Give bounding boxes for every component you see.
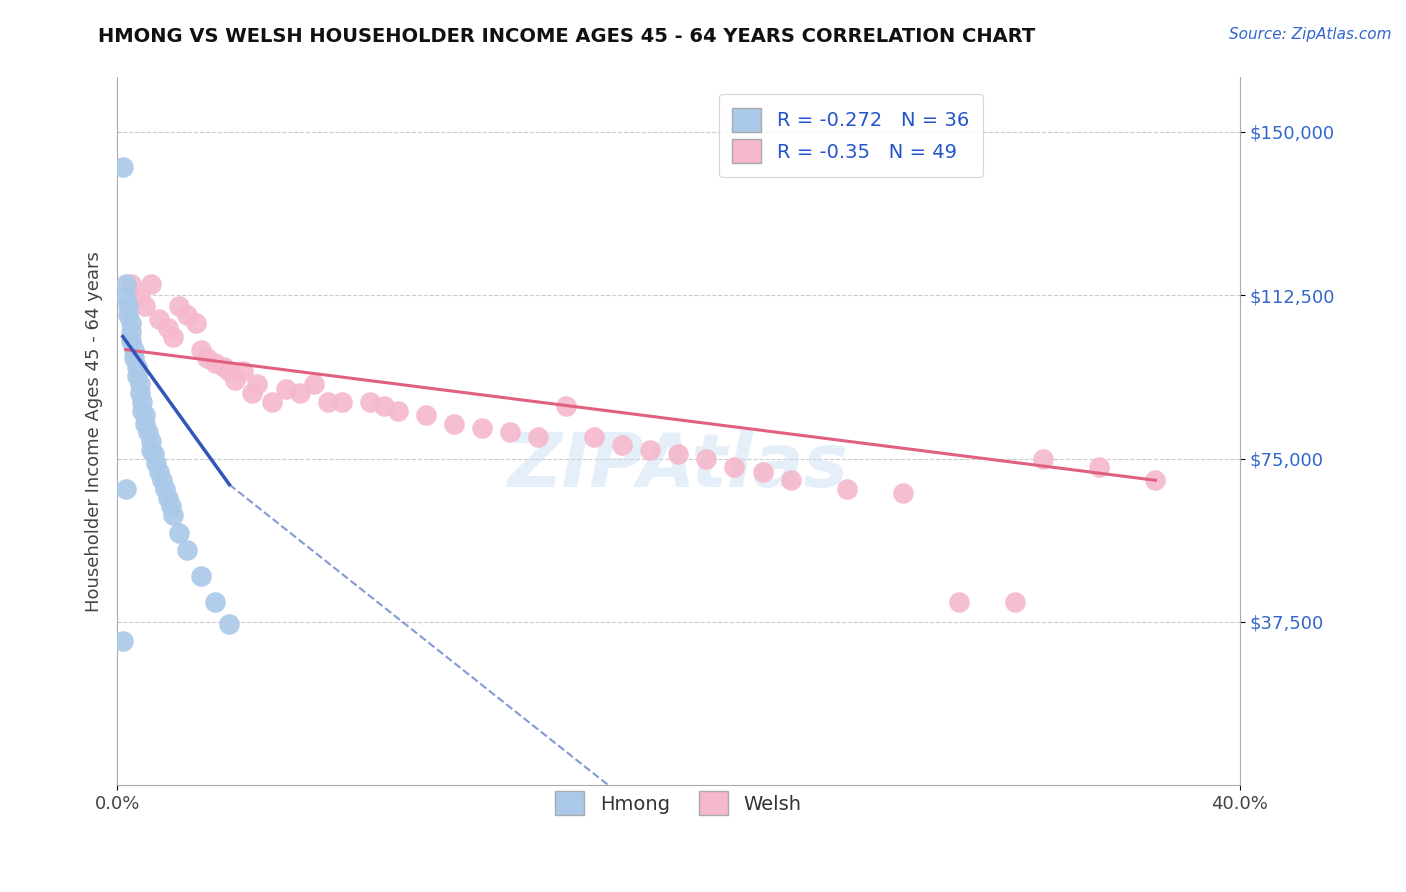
Point bbox=[779, 473, 801, 487]
Point bbox=[330, 395, 353, 409]
Point bbox=[1032, 451, 1054, 466]
Point bbox=[122, 343, 145, 357]
Point bbox=[139, 434, 162, 448]
Point bbox=[131, 395, 153, 409]
Point bbox=[302, 377, 325, 392]
Point bbox=[120, 277, 142, 292]
Point bbox=[176, 308, 198, 322]
Point bbox=[139, 277, 162, 292]
Point bbox=[131, 403, 153, 417]
Point bbox=[167, 299, 190, 313]
Point bbox=[612, 438, 634, 452]
Point bbox=[134, 417, 156, 431]
Point bbox=[167, 525, 190, 540]
Point bbox=[359, 395, 381, 409]
Point bbox=[162, 329, 184, 343]
Point bbox=[891, 486, 914, 500]
Point bbox=[190, 569, 212, 583]
Point bbox=[415, 408, 437, 422]
Point bbox=[288, 386, 311, 401]
Point bbox=[260, 395, 283, 409]
Point bbox=[751, 465, 773, 479]
Point bbox=[948, 595, 970, 609]
Point bbox=[128, 377, 150, 392]
Point bbox=[139, 442, 162, 457]
Point bbox=[1144, 473, 1167, 487]
Point bbox=[176, 543, 198, 558]
Point bbox=[695, 451, 717, 466]
Point bbox=[666, 447, 689, 461]
Point bbox=[145, 456, 167, 470]
Point bbox=[387, 403, 409, 417]
Point bbox=[134, 408, 156, 422]
Point bbox=[120, 334, 142, 348]
Point bbox=[162, 508, 184, 522]
Point bbox=[136, 425, 159, 440]
Point bbox=[499, 425, 522, 440]
Text: HMONG VS WELSH HOUSEHOLDER INCOME AGES 45 - 64 YEARS CORRELATION CHART: HMONG VS WELSH HOUSEHOLDER INCOME AGES 4… bbox=[98, 27, 1036, 45]
Text: Source: ZipAtlas.com: Source: ZipAtlas.com bbox=[1229, 27, 1392, 42]
Point bbox=[184, 317, 207, 331]
Point bbox=[204, 595, 226, 609]
Point bbox=[117, 308, 139, 322]
Point bbox=[274, 382, 297, 396]
Point bbox=[190, 343, 212, 357]
Point bbox=[555, 399, 578, 413]
Point bbox=[156, 321, 179, 335]
Point bbox=[218, 364, 240, 378]
Point bbox=[527, 430, 550, 444]
Point bbox=[114, 277, 136, 292]
Point bbox=[111, 160, 134, 174]
Point bbox=[195, 351, 218, 366]
Point bbox=[114, 482, 136, 496]
Point bbox=[125, 368, 148, 383]
Point bbox=[443, 417, 465, 431]
Point bbox=[204, 356, 226, 370]
Point bbox=[240, 386, 263, 401]
Point bbox=[117, 299, 139, 313]
Point bbox=[246, 377, 269, 392]
Point bbox=[835, 482, 858, 496]
Point bbox=[373, 399, 395, 413]
Point bbox=[471, 421, 494, 435]
Point bbox=[218, 617, 240, 632]
Point bbox=[148, 465, 170, 479]
Legend: Hmong, Welsh: Hmong, Welsh bbox=[546, 781, 811, 825]
Point bbox=[128, 290, 150, 304]
Point bbox=[316, 395, 339, 409]
Point bbox=[723, 460, 745, 475]
Text: ZIPAtlas: ZIPAtlas bbox=[508, 430, 849, 503]
Point bbox=[156, 491, 179, 505]
Point bbox=[150, 473, 173, 487]
Point bbox=[224, 373, 246, 387]
Point bbox=[1004, 595, 1026, 609]
Point bbox=[134, 299, 156, 313]
Point bbox=[120, 317, 142, 331]
Point bbox=[153, 482, 176, 496]
Point bbox=[232, 364, 254, 378]
Point bbox=[640, 442, 662, 457]
Point bbox=[142, 447, 165, 461]
Point bbox=[1088, 460, 1111, 475]
Point bbox=[120, 325, 142, 339]
Point bbox=[148, 312, 170, 326]
Point bbox=[114, 290, 136, 304]
Point bbox=[125, 359, 148, 374]
Point bbox=[111, 634, 134, 648]
Y-axis label: Householder Income Ages 45 - 64 years: Householder Income Ages 45 - 64 years bbox=[86, 251, 103, 612]
Point bbox=[159, 500, 181, 514]
Point bbox=[583, 430, 606, 444]
Point bbox=[128, 386, 150, 401]
Point bbox=[122, 351, 145, 366]
Point bbox=[212, 359, 235, 374]
